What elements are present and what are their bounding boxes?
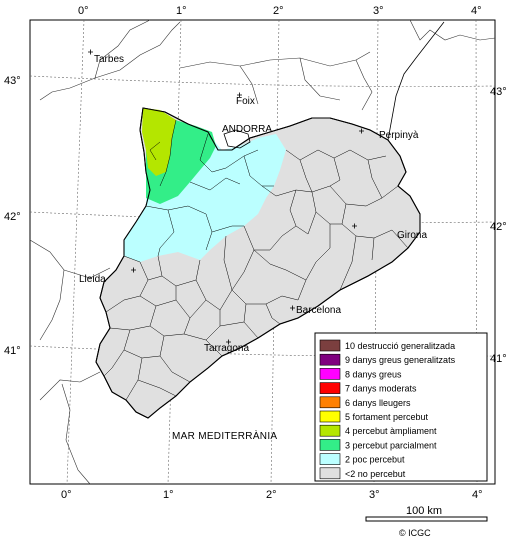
- scale-bar: 100 km: [365, 505, 488, 522]
- legend-swatch-6: [319, 424, 341, 437]
- top-tick-1: 1°: [176, 5, 187, 17]
- place-lleida: Lleida: [79, 274, 106, 285]
- bottom-tick-2: 2°: [266, 489, 277, 501]
- bottom-tick-3: 3°: [369, 489, 380, 501]
- place-andorra: ANDORRA: [222, 124, 272, 135]
- top-tick-4: 4°: [471, 5, 482, 17]
- region-intensity-2: [124, 134, 286, 262]
- foreign-borders: [29, 19, 496, 485]
- andorra-outline: [223, 129, 251, 149]
- legend-swatch-3: [319, 382, 341, 394]
- left-tick-42: 42°: [4, 211, 21, 223]
- legend-swatch-2: [319, 368, 341, 380]
- sea-label: MAR MEDITERRÀNIA: [172, 429, 277, 442]
- legend-label-0: 10 destrucció generalitzada: [345, 341, 455, 351]
- left-tick-41: 41°: [4, 345, 21, 357]
- top-tick-3: 3°: [373, 5, 384, 17]
- legend-swatch-4: [319, 396, 341, 409]
- place-tarragona: Tarragona: [204, 343, 249, 354]
- legend-swatch-8: [319, 453, 341, 465]
- place-barcelona: Barcelona: [296, 305, 341, 316]
- scale-bar-label: 100 km: [406, 505, 442, 517]
- place-tarbes: Tarbes: [94, 54, 124, 65]
- legend-swatch-9: [319, 467, 341, 480]
- legend-label-3: 7 danys moderats: [345, 384, 417, 394]
- right-tick-41: 41°: [490, 353, 507, 365]
- top-tick-2: 2°: [273, 5, 284, 17]
- bottom-tick-0: 0°: [61, 489, 72, 501]
- legend-box: [314, 332, 488, 482]
- coastline: [387, 21, 445, 141]
- legend-label-9: <2 no percebut: [345, 469, 406, 479]
- legend-label-5: 5 fortament percebut: [345, 412, 429, 422]
- region-intensity-4: [142, 108, 176, 176]
- legend: 10 destrucció generalitzada 9 danys greus…: [314, 332, 488, 482]
- legend-swatch-1: [319, 353, 341, 366]
- legend-label-8: 2 poc percebut: [345, 455, 405, 465]
- catalonia-outline: [95, 107, 421, 419]
- scale-bar-rect: [365, 516, 488, 522]
- comarca-boundaries: [103, 119, 409, 401]
- legend-label-7: 3 percebut parcialment: [345, 440, 437, 450]
- legend-swatch-5: [319, 410, 341, 423]
- place-perpinya: Perpinyà: [379, 130, 419, 141]
- legend-swatch-7: [319, 439, 341, 451]
- right-tick-42: 42°: [490, 221, 507, 233]
- legend-label-4: 6 danys lleugers: [345, 398, 411, 408]
- place-foix: Foix: [236, 96, 255, 107]
- legend-label-2: 8 danys greus: [345, 369, 402, 379]
- left-tick-43: 43°: [4, 75, 21, 87]
- legend-label-6: 4 percebut àmpliament: [345, 426, 437, 436]
- city-markers: [88, 49, 364, 345]
- top-tick-0: 0°: [78, 5, 89, 17]
- legend-swatch-0: [319, 339, 341, 352]
- right-tick-43: 43°: [490, 86, 507, 98]
- legend-label-1: 9 danys greus generalitzats: [345, 355, 456, 365]
- place-girona: Girona: [397, 230, 427, 241]
- bottom-tick-4: 4°: [472, 489, 483, 501]
- bottom-tick-1: 1°: [163, 489, 174, 501]
- credit-label: © ICGC: [399, 528, 431, 538]
